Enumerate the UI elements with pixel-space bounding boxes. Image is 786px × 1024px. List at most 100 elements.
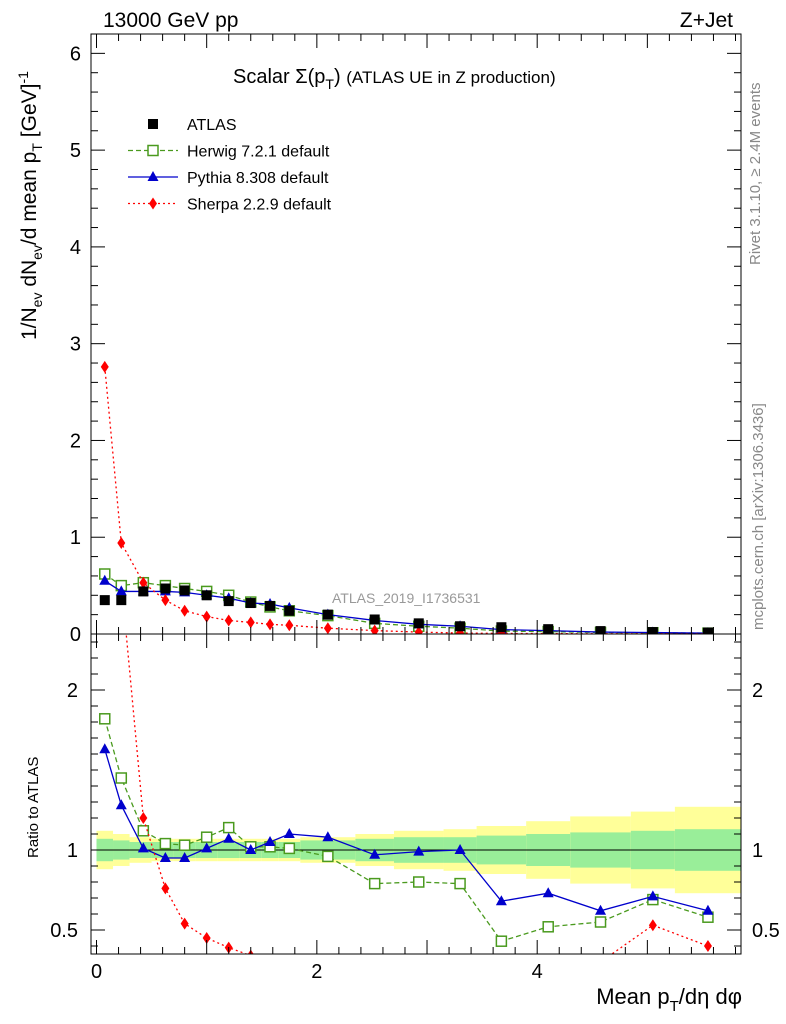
ratio-y-tick-label-right: 2 — [752, 680, 763, 702]
main-point-sherpa — [202, 610, 211, 623]
rivet-version-label: Rivet 3.1.10, ≥ 2.4M events — [747, 83, 764, 266]
main-point-sherpa — [139, 576, 148, 589]
ratio-point-sherpa — [597, 956, 605, 968]
x-tick-label: 2 — [311, 961, 322, 983]
main-point-atlas — [455, 621, 466, 632]
legend-marker-atlas — [148, 119, 158, 129]
ratio-point-sherpa — [371, 969, 379, 981]
ratio-point-pythia — [702, 904, 714, 915]
ratio-point-herwig — [159, 837, 172, 850]
ratio-point-sherpa — [180, 917, 189, 930]
ratio-point-pythia — [542, 887, 554, 898]
main-point-atlas — [413, 618, 424, 629]
main-point-atlas — [245, 598, 256, 609]
ratio-y-axis-label: Ratio to ATLAS — [25, 757, 42, 858]
ratio-point-sherpa — [266, 956, 274, 968]
legend: ATLAS Herwig 7.2.1 default Pythia 8.308 de… — [128, 117, 332, 214]
axis-tick-labels: 0 2 4 0 1 2 3 4 5 6 0.5 0.5 1 1 2 2 — [50, 43, 780, 983]
main-point-atlas — [223, 596, 234, 607]
ratio-y-tick-label-right: 0.5 — [752, 920, 780, 942]
ratio-point-pythia — [99, 743, 111, 754]
ratio-point-sherpa — [139, 812, 148, 824]
ratio-series-group — [99, 634, 714, 984]
ratio-y-tick-label-left: 2 — [67, 680, 78, 702]
main-point-atlas — [284, 605, 295, 616]
main-y-tick-label: 3 — [70, 334, 81, 356]
main-point-atlas — [322, 609, 333, 620]
ratio-point-pythia — [595, 904, 607, 915]
ratio-point-sherpa — [285, 962, 293, 974]
ratio-point-pythia — [264, 836, 276, 846]
ratio-point-herwig — [200, 831, 213, 843]
ratio-y-tick-label-left: 0.5 — [50, 920, 78, 942]
axis-ticks — [91, 33, 741, 954]
main-point-atlas — [543, 624, 554, 634]
main-y-tick-label: 2 — [70, 430, 81, 452]
header-process: Z+Jet — [680, 9, 733, 32]
ratio-point-herwig — [322, 850, 334, 863]
main-point-sherpa — [323, 622, 332, 634]
ratio-point-pythia — [283, 828, 295, 838]
main-y-axis-label: 1/Nev dNev/d mean pT [GeV]-1 — [15, 71, 45, 340]
ratio-point-pythia — [647, 890, 659, 901]
main-y-tick-label: 5 — [70, 140, 81, 162]
ratio-point-herwig — [283, 842, 296, 855]
ratio-point-sherpa — [497, 972, 505, 984]
ratio-point-herwig — [99, 713, 111, 725]
chart-title: Scalar Σ(pT) (ATLAS UE in Z production) — [233, 66, 556, 92]
ratio-y-tick-label-right: 1 — [752, 840, 763, 862]
main-point-sherpa — [161, 594, 170, 607]
ratio-point-pythia — [495, 895, 507, 906]
main-point-atlas — [496, 622, 507, 633]
analysis-watermark: ATLAS_2019_I1736531 — [332, 590, 481, 606]
main-point-sherpa — [414, 626, 423, 634]
main-point-sherpa — [266, 618, 275, 631]
ratio-point-sherpa — [324, 966, 332, 978]
ratio-point-pythia — [322, 831, 334, 842]
legend-label-herwig: Herwig 7.2.1 default — [187, 144, 330, 161]
ratio-point-sherpa — [415, 969, 423, 981]
x-tick-label: 0 — [91, 961, 102, 983]
legend-marker-pythia — [147, 171, 159, 181]
legend-label-pythia: Pythia 8.308 default — [187, 170, 329, 187]
legend-label-atlas: ATLAS — [187, 117, 237, 134]
main-point-pythia — [99, 574, 111, 585]
main-point-sherpa — [370, 624, 379, 634]
ratio-panel-frame — [90, 633, 742, 955]
header-energy: 13000 GeV pp — [103, 9, 238, 32]
main-point-atlas — [160, 583, 171, 594]
main-y-tick-label: 6 — [70, 43, 81, 65]
mcplots-label: mcplots.cern.ch [arXiv:1306.3436] — [750, 403, 767, 630]
ratio-point-sherpa — [648, 919, 657, 932]
main-point-atlas — [179, 585, 190, 596]
main-series-group — [99, 360, 714, 634]
legend-marker-herwig — [147, 144, 159, 157]
ratio-point-pythia — [137, 842, 149, 853]
ratio-point-herwig — [413, 876, 425, 888]
x-tick-label: 4 — [532, 961, 543, 983]
ratio-point-herwig — [222, 821, 235, 834]
main-point-atlas — [265, 600, 276, 611]
ratio-point-sherpa — [456, 972, 464, 984]
ratio-point-herwig — [137, 825, 150, 837]
ratio-point-pythia — [223, 832, 235, 843]
ratio-point-pythia — [413, 845, 425, 856]
ratio-point-herwig — [454, 877, 466, 890]
ratio-y-tick-label-left: 1 — [67, 840, 78, 862]
x-axis-label: Mean pT/dη dφ — [596, 984, 742, 1015]
ratio-point-herwig — [594, 916, 607, 928]
ratio-point-sherpa — [161, 882, 170, 895]
ratio-point-herwig — [178, 839, 191, 851]
main-point-atlas — [647, 627, 658, 634]
ratio-point-herwig — [368, 877, 381, 890]
ratio-point-sherpa — [202, 932, 211, 944]
ratio-point-pythia — [201, 842, 213, 853]
main-point-atlas — [702, 627, 713, 634]
main-point-pythia — [115, 585, 127, 596]
legend-label-sherpa: Sherpa 2.2.9 default — [187, 197, 332, 214]
ratio-point-pythia — [159, 852, 171, 862]
ratio-point-sherpa — [703, 940, 712, 952]
legend-marker-sherpa — [149, 197, 157, 210]
main-point-atlas — [369, 614, 380, 625]
